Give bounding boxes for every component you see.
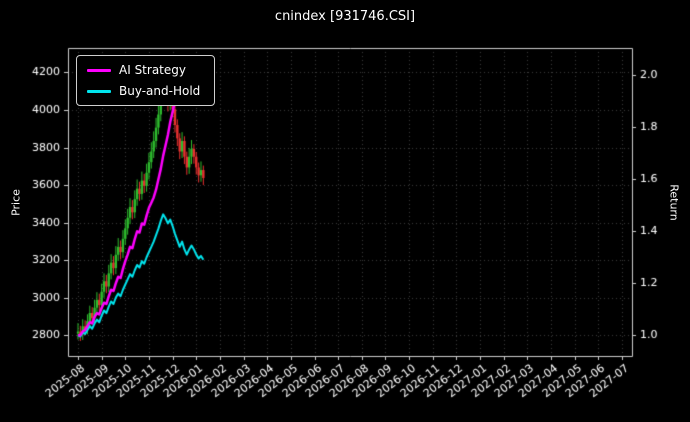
- legend-item-buy-and-hold: Buy-and-Hold: [87, 84, 200, 98]
- legend-swatch-bh: [87, 89, 111, 93]
- chart-title: cnindex [931746.CSI]: [274, 9, 416, 24]
- y-axis-label-price: Price: [9, 189, 23, 216]
- legend-label-bh: Buy-and-Hold: [119, 84, 201, 98]
- legend-label-ai: AI Strategy: [119, 63, 186, 77]
- y-axis-label-return: Return: [667, 184, 681, 221]
- legend: AI Strategy Buy-and-Hold: [76, 55, 216, 106]
- legend-item-ai-strategy: AI Strategy: [87, 63, 200, 77]
- legend-swatch-ai: [87, 68, 111, 72]
